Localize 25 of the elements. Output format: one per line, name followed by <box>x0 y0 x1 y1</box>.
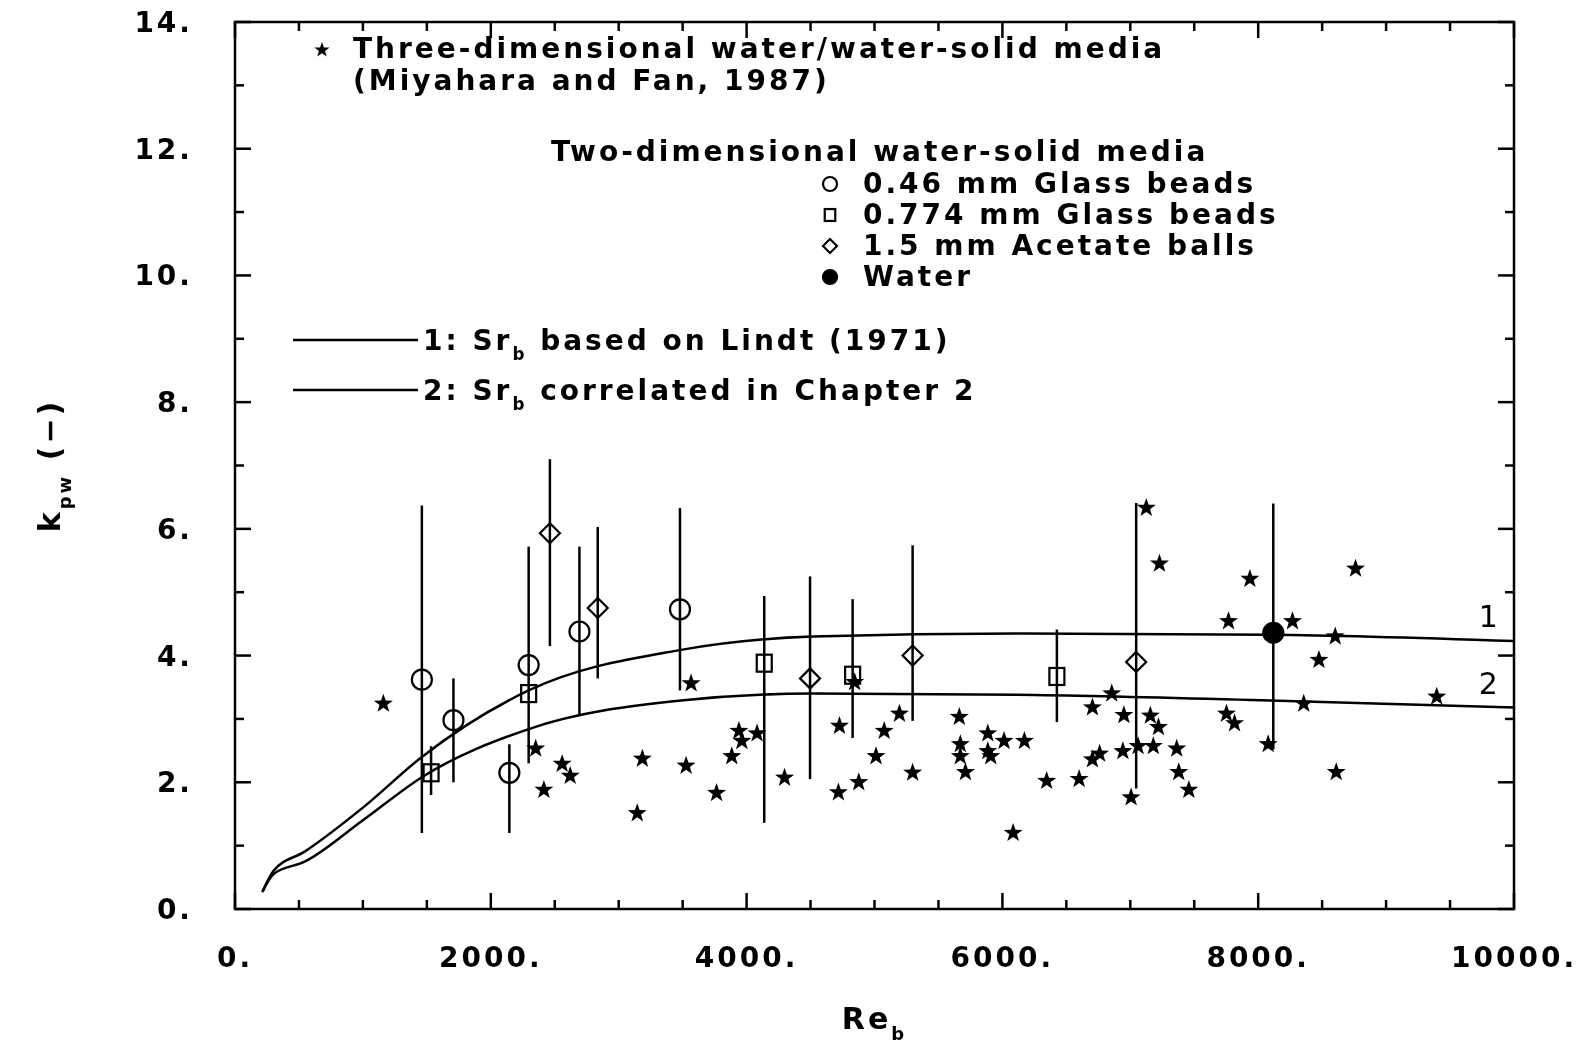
legend-label: 2: Sr$_{b}$ correlated in Chapter 2 <box>423 374 977 414</box>
annotation: 2 <box>1478 665 1498 701</box>
legend-label: 1.5 mm Acetate balls <box>863 229 1257 262</box>
legend-label: Water <box>863 260 973 293</box>
x-tick-label: 10000. <box>1450 941 1578 974</box>
x-tick-label: 4000. <box>694 941 799 974</box>
legend-label: Three-dimensional water/water-solid media (Miyahara and Fan, 1987) <box>353 32 1166 97</box>
y-tick-label: 8. <box>156 386 193 420</box>
x-tick-label: 6000. <box>950 941 1055 974</box>
legend-label: 1: Sr$_{b}$ based on Lindt (1971) <box>423 324 951 364</box>
y-tick-label: 14. <box>134 6 193 39</box>
y-tick-label: 10. <box>134 259 193 293</box>
legend-label: 0.774 mm Glass beads <box>863 198 1279 231</box>
x-tick-label: 0. <box>216 941 254 974</box>
legend-title: Two-dimensional water-solid media <box>551 135 1209 168</box>
y-tick-label: 4. <box>156 639 193 673</box>
y-tick-label: 12. <box>134 132 193 166</box>
x-tick-label: 2000. <box>439 941 543 974</box>
x-axis-title: Re$_{b}$ <box>841 1001 908 1044</box>
y-tick-label: 6. <box>156 512 193 546</box>
x-tick-label: 8000. <box>1206 941 1310 974</box>
y-tick-label: 0. <box>156 893 193 926</box>
annotation: 1 <box>1478 599 1498 634</box>
legend-label: 0.46 mm Glass beads <box>863 167 1257 200</box>
y-tick-label: 2. <box>156 766 193 800</box>
